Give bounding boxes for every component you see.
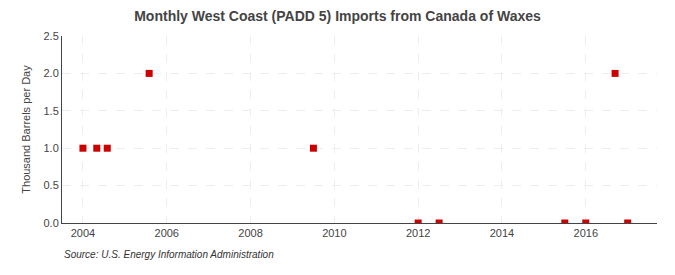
svg-text:Source: U.S. Energy Informatio: Source: U.S. Energy Information Administ… — [64, 249, 274, 260]
svg-text:2010: 2010 — [322, 227, 346, 239]
svg-text:2016: 2016 — [574, 227, 598, 239]
svg-text:2006: 2006 — [155, 227, 179, 239]
svg-text:2.5: 2.5 — [44, 30, 59, 42]
svg-text:Thousand Barrels per Day: Thousand Barrels per Day — [20, 65, 32, 194]
svg-text:2008: 2008 — [238, 227, 262, 239]
svg-text:2.0: 2.0 — [44, 67, 59, 79]
svg-text:1.0: 1.0 — [44, 142, 59, 154]
svg-text:2012: 2012 — [406, 227, 430, 239]
svg-text:1.5: 1.5 — [44, 105, 59, 117]
svg-text:2014: 2014 — [490, 227, 514, 239]
svg-text:0.0: 0.0 — [44, 217, 59, 229]
svg-text:Monthly West Coast (PADD 5) Im: Monthly West Coast (PADD 5) Imports from… — [134, 8, 541, 24]
svg-text:0.5: 0.5 — [44, 179, 59, 191]
svg-text:2004: 2004 — [71, 227, 95, 239]
